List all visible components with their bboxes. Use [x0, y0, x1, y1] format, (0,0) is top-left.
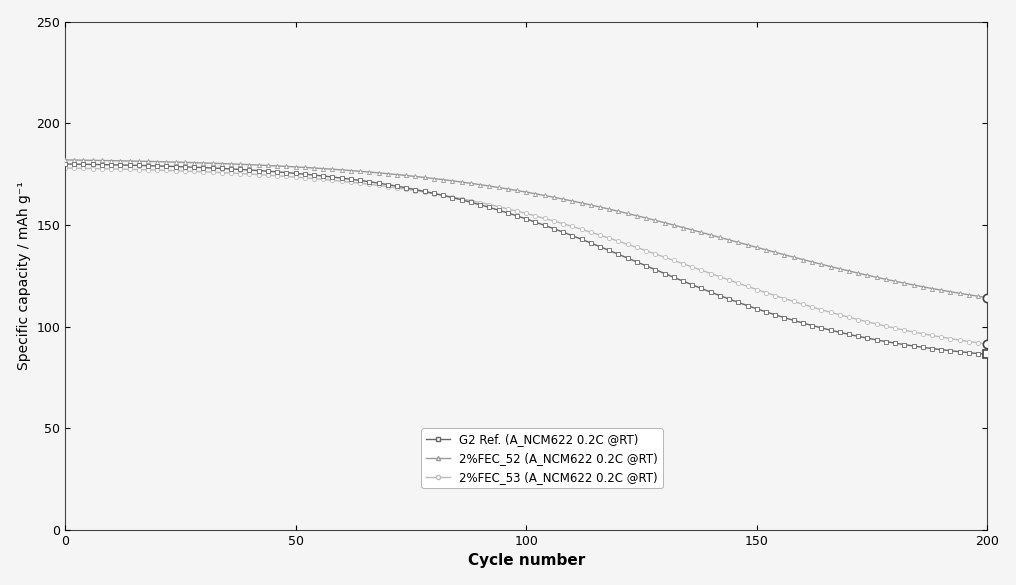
Y-axis label: Specific capacity / mAh g⁻¹: Specific capacity / mAh g⁻¹ [16, 181, 30, 370]
X-axis label: Cycle number: Cycle number [467, 553, 585, 569]
Legend: G2 Ref. (A_NCM622 0.2C @RT), 2%FEC_52 (A_NCM622 0.2C @RT), 2%FEC_53 (A_NCM622 0.: G2 Ref. (A_NCM622 0.2C @RT), 2%FEC_52 (A… [422, 428, 662, 488]
